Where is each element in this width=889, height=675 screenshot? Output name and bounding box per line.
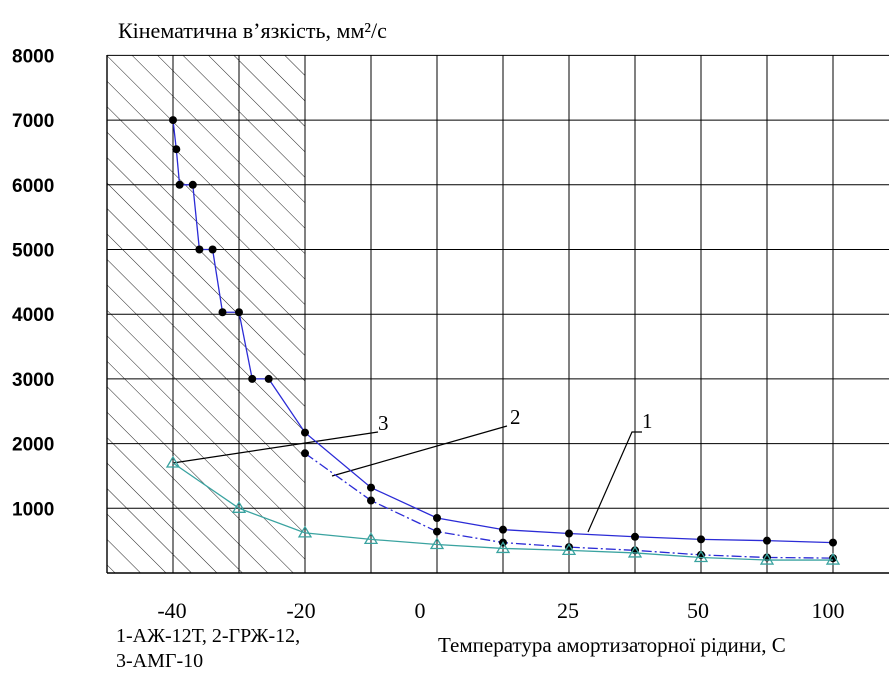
series-3-line [172, 462, 833, 561]
series-1-point [631, 532, 639, 541]
curve-labels: 1 2 3 [378, 405, 653, 435]
grid [106, 54, 889, 574]
series-1-point [169, 116, 177, 125]
x-tick-label: 50 [687, 598, 709, 623]
x-axis-label: Температура амортизаторної рідини, С [438, 633, 786, 657]
y-tick-labels: 8000 7000 6000 5000 4000 3000 2000 1000 [12, 46, 54, 520]
series-3-point [363, 532, 379, 545]
series-1-point [301, 428, 309, 437]
series-2-point [301, 449, 309, 458]
y-tick-label: 5000 [12, 241, 54, 262]
x-tick-label: -20 [286, 598, 315, 623]
curve-label-3: 3 [378, 411, 389, 435]
chart-title: Кінематична в’язкість, мм²/с [118, 18, 387, 43]
series-1-point [433, 514, 441, 523]
series-1-point [188, 180, 197, 189]
y-tick-label: 6000 [12, 176, 54, 197]
curve-label-2: 2 [510, 405, 521, 429]
series-3-point [561, 543, 577, 556]
series-1-point [763, 536, 771, 545]
series-1-point [172, 145, 181, 154]
series-layer [165, 116, 841, 565]
series-1-point [697, 535, 705, 544]
y-tick-label: 1000 [12, 499, 54, 520]
series-2-line [304, 452, 834, 559]
x-tick-labels: -40 -20 0 25 50 100 [157, 598, 844, 623]
series-1-point [235, 308, 243, 317]
series-1-point [264, 374, 273, 383]
curve-label-leaders [172, 425, 642, 533]
series-1-point [248, 374, 257, 383]
legend-line-1: 1-АЖ-12Т, 2-ГРЖ-12, [116, 625, 300, 647]
series-1-point [565, 529, 573, 538]
series-1-point [195, 245, 204, 254]
series-3-point [297, 525, 313, 538]
series-1-point [218, 308, 227, 317]
y-tick-label: 8000 [12, 46, 54, 67]
series-1-point [499, 525, 507, 534]
x-tick-label: -40 [157, 598, 186, 623]
curve-label-1: 1 [642, 409, 653, 433]
x-tick-label: 0 [415, 598, 426, 623]
series-3-point [693, 550, 709, 563]
series-2-point [433, 527, 441, 536]
y-tick-label: 3000 [12, 370, 54, 391]
leader-line-2 [331, 425, 508, 477]
x-tick-label: 25 [557, 598, 579, 623]
series-3-point [825, 552, 841, 565]
series-1-point [208, 245, 217, 254]
y-tick-label: 2000 [12, 435, 54, 456]
series-2-point [367, 496, 375, 505]
y-tick-label: 7000 [12, 111, 54, 132]
series-2-point [565, 543, 573, 552]
series-1-point [175, 180, 184, 189]
series-3-point [759, 552, 775, 565]
leader-line-3 [172, 431, 379, 464]
series-3-point [165, 455, 181, 468]
series-1-point [829, 538, 837, 547]
legend-line-2: 3-АМГ-10 [116, 650, 203, 672]
x-tick-label: 100 [812, 598, 845, 623]
series-3-point [429, 537, 445, 550]
y-tick-label: 4000 [12, 305, 54, 326]
series-3-point [495, 541, 511, 554]
series-1-point [367, 483, 375, 492]
series-3-point [231, 501, 247, 513]
series-3-point [627, 545, 643, 558]
leader-line-1 [587, 431, 642, 533]
